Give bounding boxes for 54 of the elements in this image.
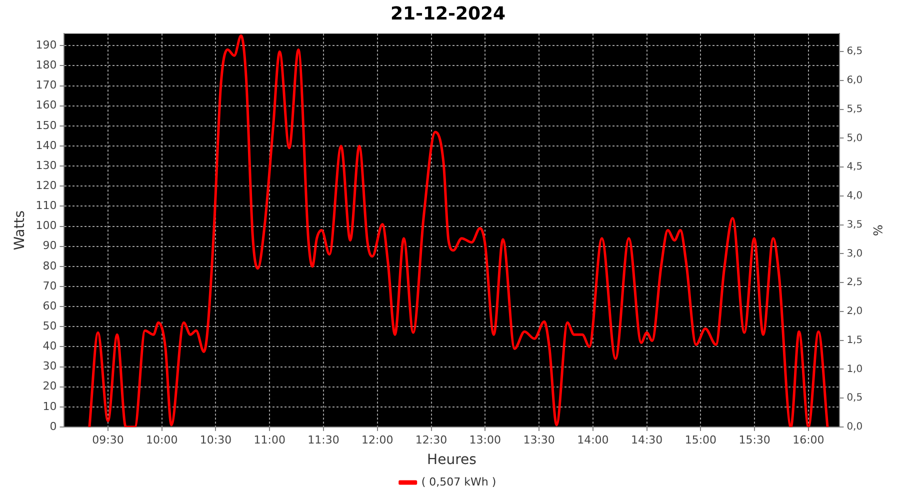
y2-tick-label: 5,5 bbox=[846, 104, 863, 115]
y-tick-label: 20 bbox=[42, 380, 57, 393]
y-tick-label: 150 bbox=[36, 118, 57, 132]
y2-tick-label: 1,0 bbox=[846, 364, 863, 375]
y2-tick-label: 6,0 bbox=[846, 74, 863, 86]
y2-tick-label: 1,5 bbox=[846, 334, 863, 346]
y2-tick-label: 3,0 bbox=[846, 248, 863, 260]
y2-tick-label: 4,0 bbox=[846, 190, 863, 202]
x-tick-label: 12:30 bbox=[415, 433, 448, 446]
y2-tick-label: 0,5 bbox=[846, 392, 863, 404]
line-series bbox=[88, 34, 829, 427]
y2-tick-label: 3,5 bbox=[846, 219, 863, 230]
y2-tick-label: 6,5 bbox=[846, 46, 863, 58]
y-tick-label: 70 bbox=[42, 279, 57, 292]
y-tick-label: 130 bbox=[36, 158, 57, 172]
x-tick-label: 13:30 bbox=[523, 433, 555, 446]
y-tick-label: 140 bbox=[36, 138, 57, 152]
x-tick-label: 13:00 bbox=[469, 433, 502, 446]
y-tick-label: 0 bbox=[50, 420, 57, 433]
x-tick-label: 14:30 bbox=[630, 433, 663, 446]
y2-tick-label: 0,0 bbox=[846, 422, 863, 433]
x-tick-label: 11:30 bbox=[308, 433, 340, 446]
chart-title: 21-12-2024 bbox=[390, 3, 506, 24]
x-tick-label: 15:30 bbox=[738, 433, 770, 446]
y-tick-label: 90 bbox=[42, 239, 57, 252]
x-tick-label: 12:00 bbox=[362, 433, 394, 446]
x-tick-label: 09:30 bbox=[92, 433, 124, 446]
y-tick-label: 160 bbox=[36, 98, 57, 112]
legend-label: ( 0,507 kWh ) bbox=[421, 475, 496, 488]
y-tick-label: 190 bbox=[36, 38, 57, 52]
y-tick-label: 60 bbox=[42, 299, 57, 312]
x-tick-label: 14:00 bbox=[577, 433, 609, 446]
y-tick-label: 110 bbox=[36, 199, 57, 212]
y2-tick-label: 2,5 bbox=[846, 277, 863, 288]
y2-axis-title: % bbox=[870, 224, 885, 236]
y2-tick-label: 5,0 bbox=[846, 132, 863, 144]
y-tick-label: 170 bbox=[36, 78, 57, 92]
y-tick-label: 180 bbox=[36, 58, 57, 72]
y-tick-label: 80 bbox=[42, 259, 57, 272]
x-tick-label: 16:00 bbox=[792, 433, 824, 446]
x-tick-label: 10:00 bbox=[146, 433, 178, 446]
y-tick-label: 50 bbox=[42, 320, 57, 332]
y-tick-label: 10 bbox=[42, 400, 57, 413]
y-tick-label: 40 bbox=[42, 340, 57, 353]
x-axis-title: Heures bbox=[427, 452, 476, 468]
y-tick-label: 100 bbox=[36, 219, 57, 232]
x-tick-label: 11:00 bbox=[254, 433, 286, 446]
y-axis-title: Watts bbox=[12, 210, 28, 250]
y-tick-label: 30 bbox=[42, 360, 57, 373]
y2-tick-label: 4,5 bbox=[846, 162, 863, 173]
x-tick-label: 15:00 bbox=[684, 433, 717, 446]
x-tick-label: 10:30 bbox=[200, 433, 232, 446]
y2-tick-label: 2,0 bbox=[846, 306, 863, 318]
y-tick-label: 120 bbox=[36, 179, 57, 192]
